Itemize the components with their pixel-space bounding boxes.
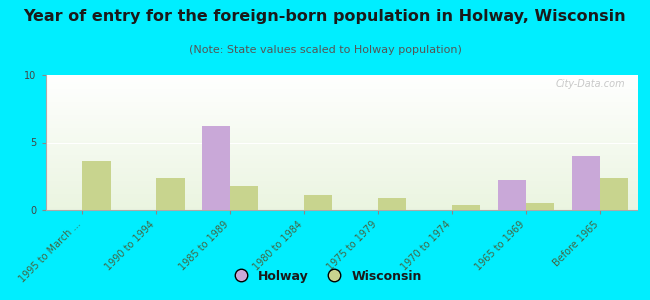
Bar	[157, 178, 185, 210]
Bar	[230, 186, 259, 210]
Bar	[600, 178, 628, 210]
Text: City-Data.com: City-Data.com	[556, 79, 625, 89]
Bar	[452, 205, 480, 210]
Bar	[83, 161, 110, 210]
Bar	[572, 156, 600, 210]
Bar	[498, 180, 526, 210]
Text: Year of entry for the foreign-born population in Holway, Wisconsin: Year of entry for the foreign-born popul…	[23, 9, 627, 24]
Bar	[304, 195, 332, 210]
Bar	[378, 198, 406, 210]
Legend: Holway, Wisconsin: Holway, Wisconsin	[223, 265, 427, 288]
Text: (Note: State values scaled to Holway population): (Note: State values scaled to Holway pop…	[188, 45, 462, 55]
Bar	[526, 203, 554, 210]
Bar	[202, 126, 230, 210]
